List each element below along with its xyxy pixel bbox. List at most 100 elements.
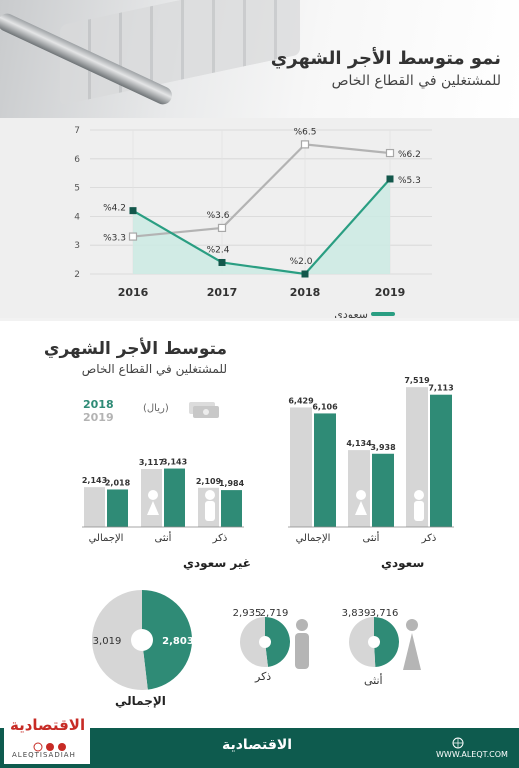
- pie-female-label: 3,839: [342, 608, 371, 619]
- bar-value-label: 1,984: [219, 479, 245, 488]
- pie-people-icons: [295, 619, 421, 670]
- saudi-line: [132, 178, 391, 276]
- y-tick-label: 5: [74, 184, 80, 194]
- legend-label: سعودي: [334, 308, 368, 318]
- footer-website[interactable]: WWW.ALEQT.COM: [436, 750, 508, 759]
- non-saudi-data-label: %6.2: [398, 150, 421, 160]
- bar-category-label: أنثى: [363, 531, 380, 544]
- bar-2019: [164, 468, 185, 527]
- female-person-icon: [403, 633, 421, 670]
- bar-value-label: 3,938: [370, 443, 396, 452]
- line-chart-subtitle: للمشتغلين في القطاع الخاص: [331, 73, 501, 89]
- x-tick-label: 2018: [290, 286, 321, 299]
- non-saudi-data-label: %3.6: [207, 211, 230, 221]
- pie-female-hole: [368, 636, 380, 648]
- social-icons-svg: [33, 742, 66, 752]
- non-saudi-line: [132, 143, 391, 238]
- female-icon-head: [356, 490, 366, 500]
- saudi-data-label: %4.2: [103, 204, 126, 214]
- pie-total-label: 3,019: [93, 636, 122, 647]
- bar-category-label: ذكر: [421, 533, 437, 544]
- bar-2019: [430, 394, 452, 527]
- female-icon-head: [148, 490, 158, 500]
- pie-female-slice: [374, 617, 399, 667]
- x-tick-label: 2019: [375, 286, 406, 299]
- non-saudi-point: [128, 232, 138, 241]
- bar-section-subtitle: للمشتغلين في القطاع الخاص: [81, 362, 227, 376]
- bar-category-label: أنثى: [155, 531, 172, 544]
- pie-total-hole: [131, 629, 153, 651]
- non-saudi-point: [300, 140, 310, 149]
- pie-male-slice: [239, 617, 268, 667]
- line-chart-title: نمو متوسط الأجر الشهري: [270, 48, 501, 69]
- logo-tile: [4, 712, 90, 764]
- y-tick-label: 7: [74, 126, 80, 136]
- male-icon: [414, 501, 424, 521]
- bar-value-label: 2,018: [105, 478, 131, 487]
- bar-category-label: الإجمالي: [89, 533, 124, 544]
- instagram-icon: [33, 742, 43, 752]
- line-chart-labels: 2 3 4 5 6 7 2016 2017 2018 2019 %4.2 %2.4 %2.0 %5.3 %3…: [74, 126, 421, 318]
- social-icons: [28, 737, 72, 752]
- facebook-icon: [46, 743, 54, 751]
- line-chart-marks: [128, 140, 395, 278]
- bar-value-label: 7,519: [404, 376, 430, 385]
- non-saudi-data-label: %6.5: [294, 127, 317, 137]
- logo-brand: الاقتصادية: [10, 716, 86, 734]
- x-tick-label: 2016: [118, 286, 149, 299]
- saudi-data-label: %5.3: [398, 176, 421, 186]
- male-icon: [205, 501, 215, 521]
- y-tick-label: 3: [74, 241, 80, 251]
- legend-year-2019: 2019: [83, 411, 114, 424]
- globe-icon: [452, 734, 464, 753]
- bar-category-label: ذكر: [212, 533, 228, 544]
- pie-male-label: ذكر: [255, 670, 272, 683]
- y-tick-label: 4: [74, 212, 80, 222]
- non-saudi-data-label: %3.3: [103, 234, 126, 244]
- bar-value-label: 6,429: [288, 396, 314, 405]
- pie-total-slice: [142, 590, 192, 690]
- bar-2018: [348, 450, 370, 527]
- bar-value-label: 3,143: [162, 458, 187, 467]
- bar-value-label: 6,106: [312, 402, 338, 411]
- bar-value-label: 7,113: [428, 384, 453, 393]
- male-person-icon: [295, 633, 309, 669]
- male-person-head: [296, 619, 308, 631]
- bar-section-title: متوسط الأجر الشهري: [43, 339, 227, 359]
- line-chart: 2 3 4 5 6 7 2016 2017 2018 2019 %4.2 %2.4 %2.0 %5.3 %3…: [74, 126, 432, 318]
- pie-total-label: 2,803: [162, 636, 194, 647]
- pie-total-label: الإجمالي: [115, 694, 166, 708]
- saudi-data-label: %2.4: [207, 245, 230, 255]
- footer-brand: الاقتصادية: [222, 737, 293, 753]
- pie-total-slice: [91, 590, 148, 690]
- bar-2018: [84, 487, 105, 527]
- x-tick-label: 2017: [207, 286, 238, 299]
- non-saudi-point: [217, 223, 227, 233]
- saudi-area-fill: [133, 178, 390, 274]
- bar-2019: [372, 453, 394, 527]
- bar-category-label: الإجمالي: [296, 533, 331, 544]
- bar-2018: [290, 407, 312, 527]
- saudi-point: [218, 258, 226, 266]
- non-saudi-point: [385, 148, 395, 158]
- line-chart-lines: [132, 143, 391, 276]
- y-tick-label: 6: [74, 155, 80, 165]
- pie-male-label: 2,719: [260, 608, 289, 619]
- line-chart-area: [133, 178, 390, 274]
- currency-label: (ريال): [143, 403, 169, 414]
- saudi-point: [129, 207, 137, 215]
- saudi-data-label: %2.0: [290, 257, 313, 267]
- pie-male-hole: [259, 636, 271, 648]
- female-icon: [147, 501, 159, 515]
- bar-2019: [107, 489, 128, 527]
- twitter-icon: [58, 743, 66, 751]
- female-person-head: [406, 619, 418, 631]
- money-icon: [189, 402, 219, 418]
- male-icon-head: [205, 490, 215, 500]
- bar-2019: [314, 413, 336, 527]
- saudi-group-label: سعودي: [381, 556, 425, 570]
- saudi-point: [301, 270, 309, 278]
- bar-value-label: 4,134: [346, 439, 372, 448]
